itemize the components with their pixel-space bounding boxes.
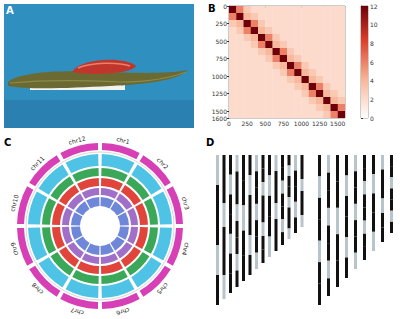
svg-text:250: 250	[216, 20, 228, 27]
svg-text:A: A	[6, 5, 14, 16]
svg-text:1000: 1000	[212, 73, 227, 80]
svg-text:chr5: chr5	[155, 282, 170, 297]
svg-text:4: 4	[370, 77, 374, 84]
svg-text:10: 10	[370, 21, 378, 28]
svg-text:chr11: chr11	[29, 154, 46, 171]
svg-text:750: 750	[278, 120, 290, 127]
svg-text:chr3: chr3	[181, 196, 191, 211]
svg-text:0: 0	[370, 115, 374, 122]
svg-text:750: 750	[216, 55, 228, 62]
svg-text:1250: 1250	[212, 90, 227, 97]
svg-text:500: 500	[216, 38, 228, 45]
svg-text:250: 250	[241, 120, 253, 127]
svg-text:chr12: chr12	[68, 135, 87, 146]
svg-text:chr8: chr8	[30, 281, 45, 296]
svg-text:0: 0	[227, 120, 231, 127]
svg-text:2: 2	[370, 96, 374, 103]
svg-text:1600: 1600	[212, 115, 227, 122]
svg-text:1500: 1500	[330, 120, 345, 127]
svg-text:0: 0	[223, 3, 227, 10]
svg-text:chr1: chr1	[116, 135, 131, 145]
svg-text:1250: 1250	[312, 120, 327, 127]
svg-text:1000: 1000	[294, 120, 309, 127]
svg-text:chr9: chr9	[9, 241, 19, 256]
svg-text:chr2: chr2	[156, 156, 171, 171]
svg-text:chr7: chr7	[69, 307, 84, 317]
svg-text:12: 12	[370, 3, 378, 10]
svg-text:C: C	[4, 137, 11, 148]
svg-text:500: 500	[260, 120, 272, 127]
svg-text:1500: 1500	[212, 108, 227, 115]
svg-text:D: D	[206, 137, 214, 148]
svg-text:6: 6	[370, 59, 374, 66]
svg-text:chr4: chr4	[181, 242, 191, 257]
svg-text:chr6: chr6	[115, 307, 130, 317]
svg-text:8: 8	[370, 40, 374, 47]
svg-text:B: B	[208, 3, 216, 14]
svg-text:chr10: chr10	[9, 194, 20, 213]
